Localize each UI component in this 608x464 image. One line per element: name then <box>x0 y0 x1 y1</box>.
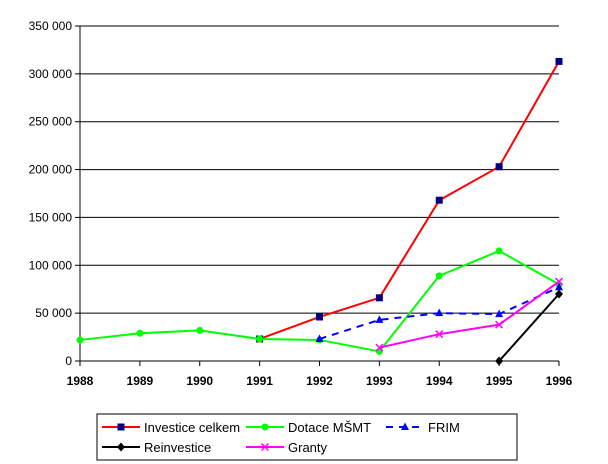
series-granty <box>375 277 564 352</box>
x-tick-label: 1989 <box>127 374 154 388</box>
x-tick-label: 1991 <box>246 374 273 388</box>
data-point-reinvestice <box>555 289 563 299</box>
y-tick-label: 0 <box>65 354 72 368</box>
x-tick-label: 1994 <box>426 374 453 388</box>
axes <box>79 26 559 362</box>
legend-item-reinvestice: Reinvestice <box>102 440 211 455</box>
x-tick-label: 1995 <box>486 374 513 388</box>
x-tick-label: 1996 <box>546 374 573 388</box>
y-tick-label: 150 000 <box>29 210 73 224</box>
legend-marker-investice-celkem <box>117 423 125 431</box>
legend-marker-granty <box>260 442 270 452</box>
data-point-reinvestice <box>495 356 504 366</box>
y-tick-label: 100 000 <box>29 258 73 272</box>
data-point-granty <box>495 320 504 329</box>
x-tick-label: 1990 <box>186 374 213 388</box>
gridlines <box>80 25 559 314</box>
legend-item-investice-celkem: Investice celkem <box>102 420 240 435</box>
y-tick-label: 250 000 <box>29 115 73 129</box>
data-point-granty <box>435 330 444 339</box>
data-point-investice-celkem <box>495 163 503 171</box>
legend-item-granty: Granty <box>246 440 328 455</box>
y-axis-ticks: 0 50 000 100 000 150 000 200 000 250 000 300 0… <box>29 19 80 368</box>
series-line-investice-celkem <box>259 60 560 340</box>
legend-item-frim: FRIM <box>386 420 460 435</box>
legend-marker-frim <box>401 422 409 430</box>
series-reinvestice <box>495 289 563 366</box>
x-axis-ticks: 1988 1989 1990 1991 1992 1993 1994 1995 1996 <box>67 361 573 388</box>
legend-label-frim: FRIM <box>428 420 460 435</box>
data-point-frim <box>555 282 563 291</box>
data-point-dotace-msmt <box>495 247 503 255</box>
series-line-granty <box>379 280 560 349</box>
data-point-dotace-msmt <box>256 335 264 343</box>
data-point-dotace-msmt <box>76 336 84 344</box>
legend-box <box>96 413 518 461</box>
series-investice-celkem <box>256 57 563 343</box>
y-tick-label: 50 000 <box>35 306 72 320</box>
data-point-frim <box>495 309 504 318</box>
series-line-reinvestice <box>498 293 560 362</box>
data-point-frim <box>315 334 324 342</box>
x-tick-label: 1993 <box>366 374 393 388</box>
data-point-dotace-msmt <box>375 347 383 355</box>
legend-label-granty: Granty <box>288 440 328 455</box>
legend-marker-dotace-msmt <box>261 423 269 431</box>
data-point-investice-celkem <box>375 294 383 302</box>
data-point-dotace-msmt <box>136 329 144 337</box>
legend-label-dotace-msmt: Dotace MŠMT <box>288 420 371 435</box>
series-frim <box>315 282 563 342</box>
legend-label-reinvestice: Reinvestice <box>144 440 211 455</box>
y-tick-label: 300 000 <box>29 67 73 81</box>
data-point-investice-celkem <box>555 57 563 65</box>
x-tick-label: 1988 <box>67 374 94 388</box>
legend-item-dotace-msmt: Dotace MŠMT <box>246 420 371 435</box>
data-point-investice-celkem <box>435 196 443 204</box>
data-point-frim <box>375 315 384 323</box>
legend: Investice celkem Dotace MŠMT FRIM Reinvesti… <box>96 413 518 461</box>
y-tick-label: 350 000 <box>29 19 73 33</box>
data-point-granty <box>554 277 564 286</box>
y-tick-label: 200 000 <box>29 163 73 177</box>
data-point-frim <box>435 308 444 317</box>
series-group <box>76 57 564 366</box>
x-tick-label: 1992 <box>306 374 333 388</box>
legend-marker-reinvestice <box>117 442 125 452</box>
data-point-dotace-msmt <box>196 326 204 334</box>
data-point-dotace-msmt <box>435 272 443 280</box>
data-point-granty <box>375 343 384 352</box>
data-point-investice-celkem <box>316 313 323 321</box>
legend-label-investice-celkem: Investice celkem <box>144 420 240 435</box>
